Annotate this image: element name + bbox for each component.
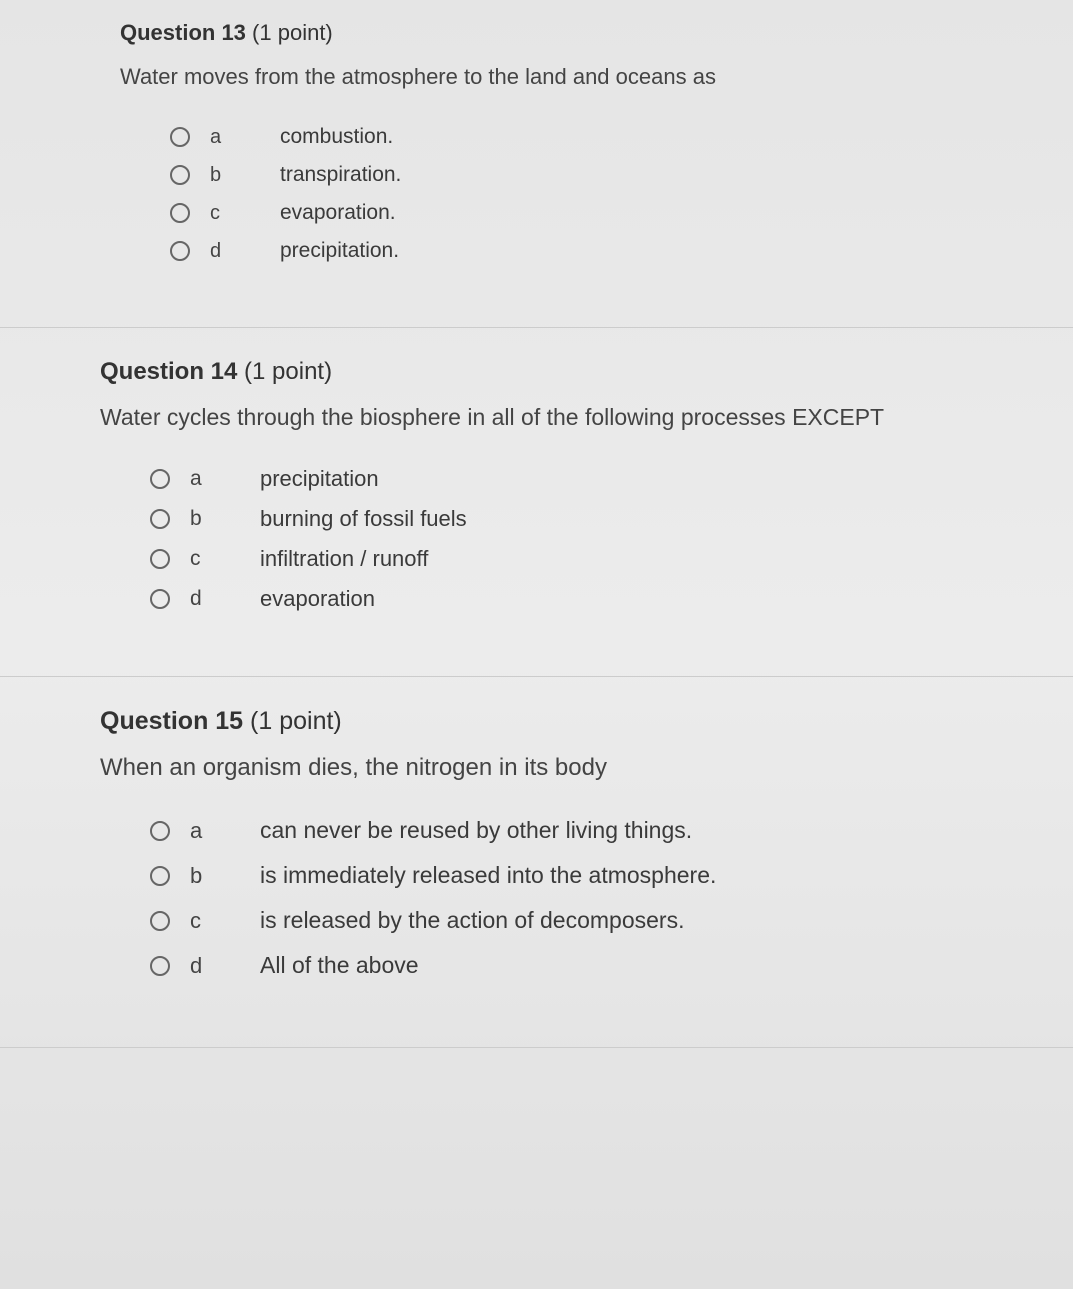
radio-button[interactable] — [170, 165, 190, 185]
option-row[interactable]: a precipitation — [150, 466, 1033, 492]
option-row[interactable]: b burning of fossil fuels — [150, 506, 1033, 532]
option-letter: b — [210, 164, 240, 187]
question-text: Water cycles through the biosphere in al… — [100, 404, 1033, 431]
option-letter: c — [210, 202, 240, 225]
option-letter: a — [190, 467, 220, 491]
question-header: Question 13 (1 point) — [120, 20, 1033, 46]
option-letter: c — [190, 908, 220, 934]
option-letter: a — [190, 818, 220, 844]
option-letter: a — [210, 126, 240, 149]
option-row[interactable]: c evaporation. — [170, 201, 1033, 225]
question-number: Question 14 — [100, 358, 237, 385]
option-text: infiltration / runoff — [260, 546, 428, 572]
option-row[interactable]: b transpiration. — [170, 163, 1033, 187]
question-text: When an organism dies, the nitrogen in i… — [100, 754, 1033, 782]
options-list: a can never be reused by other living th… — [100, 817, 1033, 979]
option-text: precipitation — [260, 466, 379, 492]
radio-button[interactable] — [170, 127, 190, 147]
question-points: (1 point) — [244, 358, 332, 385]
option-row[interactable]: d evaporation — [150, 586, 1033, 612]
option-text: combustion. — [280, 125, 393, 149]
question-15-block: Question 15 (1 point) When an organism d… — [0, 677, 1073, 1048]
question-text: Water moves from the atmosphere to the l… — [120, 64, 1033, 90]
option-text: evaporation. — [280, 201, 396, 225]
question-header: Question 15 (1 point) — [100, 707, 1033, 736]
question-points: (1 point) — [250, 707, 342, 735]
option-row[interactable]: c is released by the action of decompose… — [150, 907, 1033, 934]
option-text: All of the above — [260, 952, 419, 979]
option-letter: d — [210, 240, 240, 263]
radio-button[interactable] — [150, 469, 170, 489]
option-letter: d — [190, 587, 220, 611]
option-row[interactable]: a combustion. — [170, 125, 1033, 149]
option-row[interactable]: c infiltration / runoff — [150, 546, 1033, 572]
option-row[interactable]: d precipitation. — [170, 239, 1033, 263]
question-14-block: Question 14 (1 point) Water cycles throu… — [0, 328, 1073, 677]
option-text: is released by the action of decomposers… — [260, 907, 684, 934]
radio-button[interactable] — [150, 549, 170, 569]
question-points: (1 point) — [252, 20, 333, 45]
radio-button[interactable] — [170, 241, 190, 261]
radio-button[interactable] — [150, 589, 170, 609]
radio-button[interactable] — [150, 956, 170, 976]
radio-button[interactable] — [150, 911, 170, 931]
question-number: Question 13 — [120, 20, 246, 45]
option-row[interactable]: b is immediately released into the atmos… — [150, 862, 1033, 889]
question-13-block: Question 13 (1 point) Water moves from t… — [0, 0, 1073, 328]
option-letter: b — [190, 507, 220, 531]
option-letter: b — [190, 863, 220, 889]
option-text: precipitation. — [280, 239, 399, 263]
radio-button[interactable] — [150, 509, 170, 529]
option-text: is immediately released into the atmosph… — [260, 862, 716, 889]
option-letter: c — [190, 547, 220, 571]
option-row[interactable]: d All of the above — [150, 952, 1033, 979]
radio-button[interactable] — [170, 203, 190, 223]
option-text: can never be reused by other living thin… — [260, 817, 692, 844]
radio-button[interactable] — [150, 866, 170, 886]
option-text: burning of fossil fuels — [260, 506, 467, 532]
option-text: evaporation — [260, 586, 375, 612]
option-letter: d — [190, 953, 220, 979]
option-text: transpiration. — [280, 163, 401, 187]
question-number: Question 15 — [100, 707, 243, 735]
option-row[interactable]: a can never be reused by other living th… — [150, 817, 1033, 844]
options-list: a combustion. b transpiration. c evapora… — [120, 125, 1033, 263]
options-list: a precipitation b burning of fossil fuel… — [100, 466, 1033, 612]
radio-button[interactable] — [150, 821, 170, 841]
question-header: Question 14 (1 point) — [100, 358, 1033, 386]
